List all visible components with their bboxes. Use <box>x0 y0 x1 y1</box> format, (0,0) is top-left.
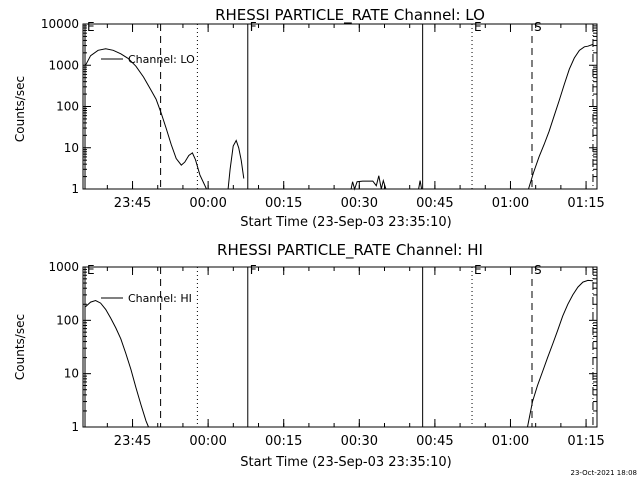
series-line <box>528 43 594 190</box>
event-marker-label: S <box>534 20 542 34</box>
plot-frame <box>82 266 598 428</box>
series-line <box>227 139 245 190</box>
event-marker-label: E <box>87 263 95 277</box>
x-tick-label: 01:00 <box>492 196 529 211</box>
x-tick-label: 00:45 <box>416 196 453 211</box>
plot-frame <box>82 23 598 190</box>
x-tick-label: 00:30 <box>341 434 378 449</box>
x-tick-label: 00:15 <box>265 434 302 449</box>
lo-channel-panel: RHESSI PARTICLE_RATE Channel: LO Start T… <box>13 6 605 230</box>
series-line <box>85 48 207 190</box>
y-tick-label: 100 <box>56 100 79 114</box>
y-tick-label: 10000 <box>41 17 79 31</box>
x-tick-label: 01:00 <box>492 434 529 449</box>
event-marker-label: E <box>87 20 95 34</box>
event-marker-label: F <box>250 263 257 277</box>
y-tick-label: 10 <box>64 367 79 381</box>
x-axis-label: Start Time (23-Sep-03 23:35:10) <box>240 455 451 470</box>
x-tick-label: 00:30 <box>341 196 378 211</box>
hi-channel-panel: RHESSI PARTICLE_RATE Channel: HI Start T… <box>13 241 605 470</box>
series-line <box>350 175 387 191</box>
chart-title: RHESSI PARTICLE_RATE Channel: HI <box>217 241 483 260</box>
y-tick-label: 10 <box>64 141 79 155</box>
series-line <box>418 180 423 190</box>
event-marker-label: F <box>250 20 257 34</box>
y-tick-label: 1000 <box>48 58 79 72</box>
event-marker-label: S <box>534 263 542 277</box>
y-tick-label: 1 <box>71 182 79 196</box>
y-tick-label: 100 <box>56 313 79 327</box>
y-axis-label: Counts/sec <box>13 76 27 142</box>
x-tick-label: 23:45 <box>114 196 151 211</box>
chart-title: RHESSI PARTICLE_RATE Channel: LO <box>215 6 485 25</box>
x-tick-label: 01:15 <box>567 434 604 449</box>
y-tick-label: 1 <box>71 420 79 434</box>
x-tick-label: 00:45 <box>416 434 453 449</box>
y-axis-label: Counts/sec <box>13 314 27 380</box>
footer-timestamp: 23-Oct-2021 18:08 <box>571 469 637 477</box>
event-marker-label: E <box>474 20 482 34</box>
series-line <box>85 299 149 428</box>
x-axis-label: Start Time (23-Sep-03 23:35:10) <box>240 215 451 230</box>
x-tick-label: 23:45 <box>114 434 151 449</box>
event-marker-label: E <box>474 263 482 277</box>
y-tick-label: 1000 <box>48 260 79 274</box>
x-tick-label: 00:00 <box>189 434 226 449</box>
x-tick-label: 01:15 <box>567 196 604 211</box>
legend-label: Channel: LO <box>128 53 195 66</box>
series-line <box>527 279 594 428</box>
x-tick-label: 00:00 <box>189 196 226 211</box>
legend-label: Channel: HI <box>128 292 192 305</box>
x-tick-label: 00:15 <box>265 196 302 211</box>
